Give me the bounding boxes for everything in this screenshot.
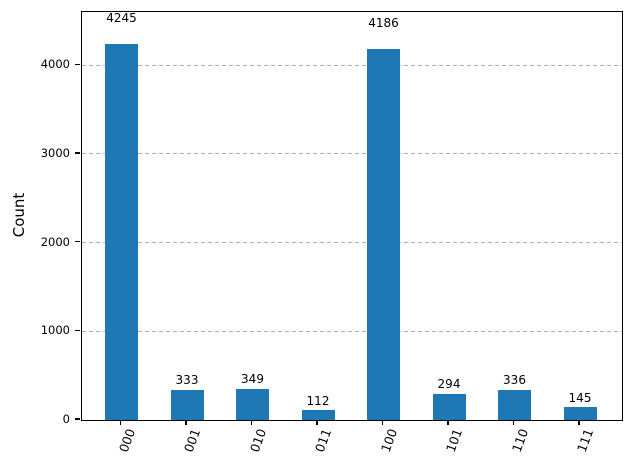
y-tick-mark [75,329,80,331]
plot-area: 4245 333 349 112 4186 294 336 145 [81,11,623,421]
y-tick-label: 0 [62,412,70,426]
y-tick-label: 2000 [40,234,70,249]
x-tick-mark [381,420,384,425]
x-tick-label-110: 110 [508,426,531,455]
x-tick-label-010: 010 [246,426,269,455]
x-tick-mark [250,420,253,425]
x-tick-mark [119,420,122,425]
x-tick-mark [578,420,580,425]
y-tick-label: 3000 [40,145,70,160]
x-tick-label-100: 100 [377,426,400,455]
gridline-1000 [82,330,622,332]
y-tick-mark [75,418,80,420]
bar-000 [105,43,138,420]
gridline-3000 [82,153,622,155]
bar-value-label: 294 [437,376,461,391]
bar-value-label: 4186 [368,16,399,31]
bar-value-label: 4245 [106,10,137,25]
x-tick-label-101: 101 [442,426,466,455]
x-tick-mark [447,420,449,425]
gridline-4000 [82,64,622,66]
y-tick-mark [75,63,80,65]
bar-value-label: 349 [241,371,264,386]
bar-value-label: 333 [175,373,199,388]
bar-101 [432,393,466,420]
y-axis: 0 1000 2000 3000 4000 [0,11,81,426]
x-axis: 000 001 010 011 100 101 110 111 [81,420,621,470]
gridlines-layer [82,12,622,420]
x-tick-mark [512,420,515,425]
bar-value-label: 145 [568,390,592,405]
bar-value-label: 336 [503,372,526,387]
bar-value-label: 112 [306,393,330,408]
y-tick-mark [75,240,80,243]
bar-001 [170,390,204,420]
x-tick-label-011: 011 [311,426,335,455]
x-tick-mark [185,420,187,425]
x-tick-label-111: 111 [573,426,597,455]
x-tick-label-001: 001 [180,426,204,455]
x-tick-mark [316,420,318,425]
gridline-2000 [82,242,622,244]
bar-010 [236,389,269,420]
bar-110 [498,390,531,420]
bar-111 [563,407,597,420]
bars-layer: 4245 333 349 112 4186 294 336 145 [82,10,622,420]
bar-100 [367,48,400,420]
y-tick-label: 4000 [40,57,70,72]
x-tick-label-000: 000 [115,426,138,455]
y-tick-mark [75,152,80,154]
y-tick-label: 1000 [40,323,70,338]
bar-011 [301,410,335,420]
